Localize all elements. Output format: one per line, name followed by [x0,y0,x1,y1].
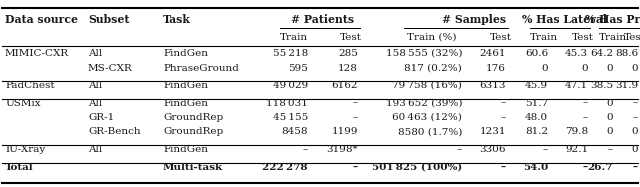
Text: –: – [457,145,462,154]
Text: 0: 0 [632,128,638,137]
Text: All: All [88,145,102,154]
Text: 0: 0 [632,145,638,154]
Text: FindGen: FindGen [163,99,208,108]
Text: –: – [353,113,358,122]
Text: 0: 0 [606,64,613,73]
Text: 45 155: 45 155 [273,113,308,122]
Text: –: – [583,163,588,171]
Text: 31.9: 31.9 [615,81,638,90]
Text: 0: 0 [606,99,613,108]
Text: 49 029: 49 029 [273,81,308,90]
Text: –: – [583,113,588,122]
Text: 8580 (1.7%): 8580 (1.7%) [397,128,462,137]
Text: 176: 176 [486,64,506,73]
Text: 3306: 3306 [479,145,506,154]
Text: –: – [500,99,506,108]
Text: Test: Test [624,33,640,42]
Text: % Has Lateral: % Has Lateral [522,13,607,24]
Text: –: – [501,163,506,171]
Text: Subset: Subset [88,13,129,24]
Text: PhraseGround: PhraseGround [163,64,239,73]
Text: MIMIC-CXR: MIMIC-CXR [5,49,69,58]
Text: 285: 285 [338,49,358,58]
Text: –: – [353,99,358,108]
Text: All: All [88,49,102,58]
Text: 128: 128 [338,64,358,73]
Text: 158 555 (32%): 158 555 (32%) [385,49,462,58]
Text: Task: Task [163,13,191,24]
Text: 2461: 2461 [479,49,506,58]
Text: –: – [353,163,358,171]
Text: 55 218: 55 218 [273,49,308,58]
Text: 8458: 8458 [282,128,308,137]
Text: Train: Train [530,33,558,42]
Text: 6313: 6313 [479,81,506,90]
Text: 1231: 1231 [479,128,506,137]
Text: Train (%): Train (%) [407,33,456,42]
Text: 60.6: 60.6 [525,49,548,58]
Text: –: – [303,145,308,154]
Text: GroundRep: GroundRep [163,113,223,122]
Text: 0: 0 [581,64,588,73]
Text: 51.7: 51.7 [525,99,548,108]
Text: 1199: 1199 [332,128,358,137]
Text: Data source: Data source [5,13,78,24]
Text: 118 031: 118 031 [266,99,308,108]
Text: 79.8: 79.8 [565,128,588,137]
Text: FindGen: FindGen [163,49,208,58]
Text: GR-Bench: GR-Bench [88,128,141,137]
Text: 60 463 (12%): 60 463 (12%) [392,113,462,122]
Text: 0: 0 [606,128,613,137]
Text: # Patients: # Patients [291,13,355,24]
Text: 79 758 (16%): 79 758 (16%) [392,81,462,90]
Text: % Has Prior: % Has Prior [586,13,640,24]
Text: 6162: 6162 [332,81,358,90]
Text: GroundRep: GroundRep [163,128,223,137]
Text: 0: 0 [606,113,613,122]
Text: 81.2: 81.2 [525,128,548,137]
Text: FindGen: FindGen [163,145,208,154]
Text: 26.7: 26.7 [588,163,613,171]
Text: FindGen: FindGen [163,81,208,90]
Text: # Samples: # Samples [442,13,506,24]
Text: USMix: USMix [5,99,40,108]
Text: Multi-task: Multi-task [163,163,223,171]
Text: 88.6: 88.6 [615,49,638,58]
Text: 54.0: 54.0 [523,163,548,171]
Text: –: – [543,145,548,154]
Text: All: All [88,81,102,90]
Text: 47.1: 47.1 [565,81,588,90]
Text: PadChest: PadChest [5,81,54,90]
Text: 38.5: 38.5 [590,81,613,90]
Text: –: – [633,99,638,108]
Text: 48.0: 48.0 [525,113,548,122]
Text: 0: 0 [541,64,548,73]
Text: Total: Total [5,163,34,171]
Text: 193 652 (39%): 193 652 (39%) [385,99,462,108]
Text: 3198*: 3198* [326,145,358,154]
Text: MS-CXR: MS-CXR [88,64,132,73]
Text: Test: Test [490,33,512,42]
Text: 222 278: 222 278 [262,163,308,171]
Text: Train: Train [280,33,308,42]
Text: GR-1: GR-1 [88,113,115,122]
Text: 595: 595 [288,64,308,73]
Text: 501 825 (100%): 501 825 (100%) [372,163,462,171]
Text: Test: Test [340,33,362,42]
Text: 817 (0.2%): 817 (0.2%) [404,64,462,73]
Text: 45.9: 45.9 [525,81,548,90]
Text: 92.1: 92.1 [565,145,588,154]
Text: 45.3: 45.3 [565,49,588,58]
Text: IU-Xray: IU-Xray [5,145,45,154]
Text: Train: Train [599,33,627,42]
Text: Test: Test [572,33,594,42]
Text: –: – [583,99,588,108]
Text: –: – [633,113,638,122]
Text: 0: 0 [632,64,638,73]
Text: –: – [500,113,506,122]
Text: All: All [88,99,102,108]
Text: 64.2: 64.2 [590,49,613,58]
Text: –: – [633,163,638,171]
Text: –: – [608,145,613,154]
